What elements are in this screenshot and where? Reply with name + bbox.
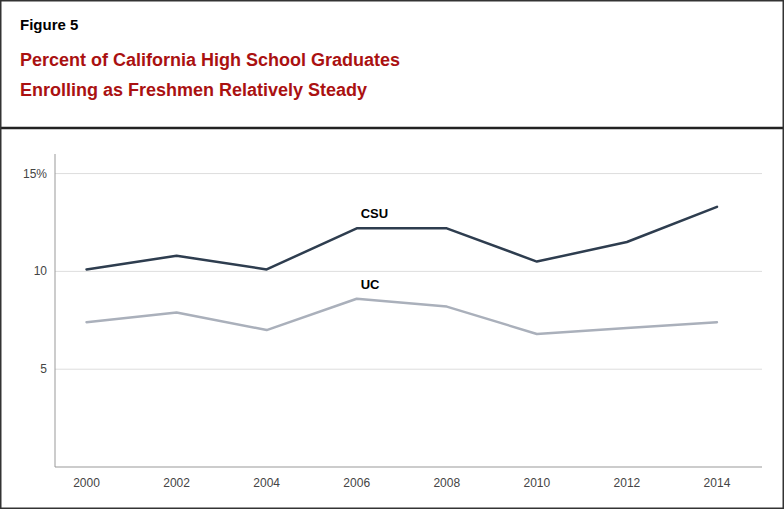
x-tick-label: 2012 <box>614 476 641 490</box>
x-tick-label: 2002 <box>163 476 190 490</box>
chart: Figure 5 Percent of California High Schoo… <box>0 0 784 509</box>
header-separator <box>0 127 784 130</box>
subtitle: Enrolling as Freshmen Relatively Steady <box>20 80 367 100</box>
grid-line <box>55 173 762 174</box>
series-line <box>87 299 717 334</box>
series-line <box>87 207 717 270</box>
x-tick-label: 2010 <box>523 476 550 490</box>
grid-line <box>55 271 762 272</box>
y-axis-line <box>55 154 56 467</box>
x-tick-label: 2006 <box>343 476 370 490</box>
title: Percent of California High School Gradua… <box>20 50 400 70</box>
y-tick-label: 5 <box>40 362 47 376</box>
x-tick-label: 2004 <box>253 476 280 490</box>
x-axis-line <box>55 467 762 468</box>
outer-border <box>1 1 784 509</box>
y-tick-label: 10 <box>34 264 48 278</box>
x-tick-label: 2008 <box>433 476 460 490</box>
figure-label: Figure 5 <box>20 16 78 33</box>
header: Figure 5 Percent of California High Schoo… <box>0 16 784 128</box>
y-grid <box>55 174 762 370</box>
y-tick-label: 15% <box>23 167 47 181</box>
series-label: UC <box>361 277 380 292</box>
lines <box>87 207 717 334</box>
grid-line <box>55 369 762 370</box>
x-tick-label: 2014 <box>704 476 731 490</box>
series-label: CSU <box>361 206 388 221</box>
line-labels: CSU UC <box>361 206 388 291</box>
x-tick-label: 2000 <box>73 476 100 490</box>
